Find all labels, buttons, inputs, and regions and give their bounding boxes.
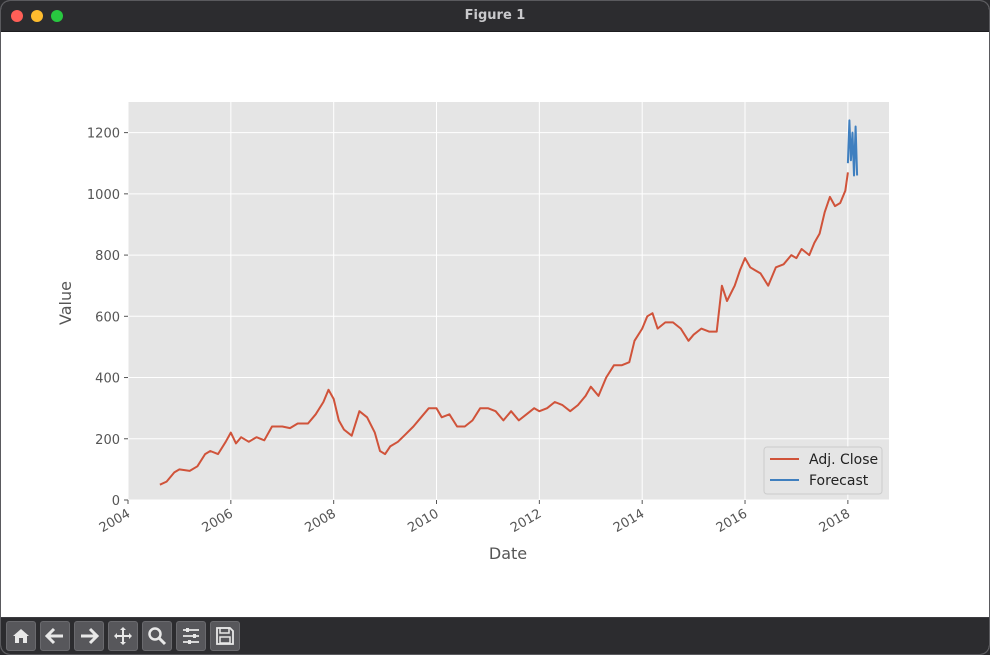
y-axis-label: Value (56, 281, 75, 325)
adj-close-line (159, 172, 849, 486)
y-tick-label: 800 (95, 249, 120, 264)
title-bar: Figure 1 (1, 1, 989, 32)
figure-canvas: 0 200 400 600 800 1000 1200 2004 2006 2008 2010 201… (1, 32, 989, 617)
x-tick-label: 2006 (200, 506, 236, 536)
close-window-button[interactable] (11, 10, 23, 22)
line-chart: 0 200 400 600 800 1000 1200 2004 2006 2008 2010 201… (56, 102, 889, 563)
pan-icon (114, 627, 132, 645)
forecast-line (846, 119, 859, 177)
y-tick-label: 200 (95, 433, 120, 448)
maximize-window-button[interactable] (51, 10, 63, 22)
legend: Adj. Close Forecast (763, 446, 883, 495)
x-tick-label: 2010 (405, 506, 441, 536)
save-button[interactable] (210, 621, 240, 651)
legend-label-adj-close: Adj. Close (809, 452, 878, 468)
save-icon (216, 627, 234, 645)
x-tick-label: 2016 (714, 506, 750, 536)
navigation-toolbar (1, 617, 989, 654)
x-tick-label: 2008 (303, 506, 339, 536)
y-tick-label: 1200 (87, 127, 120, 142)
y-tick-label: 400 (95, 372, 120, 387)
y-tick-label: 600 (95, 310, 120, 325)
forward-icon (81, 627, 99, 645)
configure-subplots-button[interactable] (176, 621, 206, 651)
series-lines (159, 119, 859, 486)
x-tick-label: 2012 (508, 506, 544, 536)
plot-area (128, 102, 889, 500)
x-axis-label: Date (489, 544, 527, 563)
x-tick-label: 2004 (97, 506, 133, 536)
x-tick-label: 2018 (817, 506, 853, 536)
back-icon (45, 627, 63, 645)
zoom-icon (148, 627, 167, 646)
window-title: Figure 1 (464, 8, 526, 23)
pan-button[interactable] (108, 621, 138, 651)
configure-subplots-icon (183, 628, 199, 644)
legend-label-forecast: Forecast (809, 473, 869, 489)
y-tick-label: 0 (112, 494, 120, 509)
y-tick-label: 1000 (87, 188, 120, 203)
x-tick-label: 2014 (611, 506, 647, 536)
minimize-window-button[interactable] (31, 10, 43, 22)
zoom-button[interactable] (142, 621, 172, 651)
home-icon (13, 629, 29, 643)
back-button[interactable] (40, 621, 70, 651)
forward-button[interactable] (74, 621, 104, 651)
home-button[interactable] (6, 621, 36, 651)
